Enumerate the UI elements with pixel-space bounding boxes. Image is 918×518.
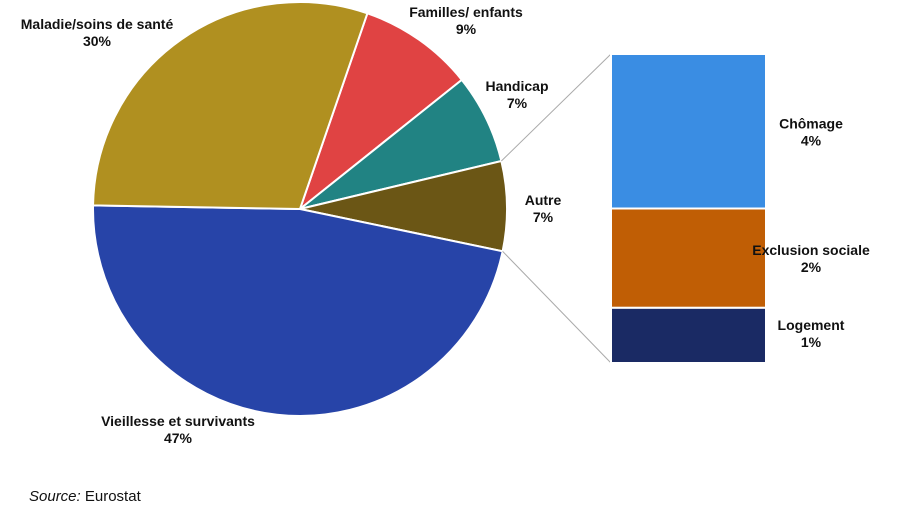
bar-segment-ch-mage bbox=[610, 53, 767, 210]
slice-label: Vieillesse et survivants 47% bbox=[101, 413, 255, 446]
source-label: Source: bbox=[29, 488, 81, 505]
connector-line-bottom bbox=[502, 250, 612, 364]
bar-segment-label: Exclusion sociale 2% bbox=[752, 242, 870, 275]
bar-segment-exclusion-sociale bbox=[610, 207, 767, 309]
source-value: Eurostat bbox=[84, 488, 141, 505]
pie-slice-familles-enfants bbox=[297, 12, 464, 212]
bar-segment-label: Chômage 4% bbox=[779, 115, 843, 148]
connector-line-top bbox=[501, 53, 612, 162]
pie-slice-maladie-soins-de-sant- bbox=[92, 1, 369, 211]
slice-label: Familles/ enfants 9% bbox=[409, 4, 523, 37]
pie-slice-vieillesse-et-survivants bbox=[92, 204, 504, 417]
source-note: Source: Eurostat bbox=[29, 488, 141, 505]
slice-label: Handicap 7% bbox=[485, 78, 548, 111]
slice-label: Maladie/soins de santé 30% bbox=[21, 16, 174, 49]
slice-label: Autre 7% bbox=[525, 192, 562, 225]
bar-segment-logement bbox=[610, 306, 767, 365]
bar-segment-label: Logement 1% bbox=[778, 317, 845, 350]
